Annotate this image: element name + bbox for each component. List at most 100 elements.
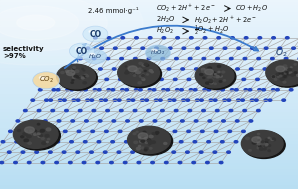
Circle shape [38, 89, 42, 91]
Circle shape [127, 99, 131, 101]
Circle shape [201, 71, 204, 73]
Circle shape [277, 76, 279, 77]
Circle shape [148, 89, 152, 91]
Circle shape [34, 133, 37, 135]
Circle shape [200, 74, 203, 76]
Circle shape [223, 99, 226, 101]
Circle shape [285, 74, 288, 75]
Circle shape [68, 72, 72, 74]
Circle shape [141, 139, 145, 141]
Circle shape [145, 45, 170, 61]
Circle shape [126, 70, 129, 73]
Circle shape [265, 143, 268, 145]
Circle shape [44, 120, 47, 122]
Circle shape [129, 127, 173, 155]
Circle shape [268, 99, 272, 101]
Circle shape [131, 151, 134, 153]
Circle shape [27, 135, 31, 138]
Circle shape [119, 78, 122, 81]
Circle shape [228, 130, 232, 132]
Bar [0, 82, 298, 85]
Circle shape [173, 130, 177, 132]
Circle shape [134, 70, 138, 73]
Circle shape [120, 57, 123, 60]
Circle shape [266, 60, 298, 86]
Circle shape [138, 133, 148, 139]
Circle shape [291, 68, 294, 70]
Circle shape [284, 57, 288, 60]
Circle shape [187, 78, 191, 81]
Circle shape [71, 82, 73, 83]
Circle shape [201, 78, 204, 81]
Circle shape [27, 161, 31, 164]
Circle shape [176, 89, 179, 91]
Circle shape [136, 71, 141, 73]
Circle shape [200, 99, 203, 101]
Bar [0, 60, 298, 63]
Circle shape [215, 74, 216, 75]
Circle shape [85, 68, 89, 70]
Bar [0, 16, 298, 19]
Bar [0, 104, 298, 107]
Circle shape [55, 161, 58, 164]
Circle shape [21, 151, 25, 153]
Circle shape [263, 68, 267, 70]
Circle shape [121, 37, 125, 39]
Circle shape [251, 47, 254, 49]
Circle shape [86, 47, 90, 49]
Circle shape [258, 89, 261, 91]
Circle shape [70, 69, 73, 71]
Circle shape [138, 141, 142, 143]
Circle shape [62, 151, 66, 153]
Circle shape [217, 37, 221, 39]
Circle shape [110, 161, 113, 164]
Circle shape [106, 109, 109, 112]
Circle shape [119, 61, 162, 88]
Circle shape [24, 109, 27, 112]
Circle shape [86, 75, 89, 77]
Circle shape [130, 72, 133, 74]
Circle shape [252, 137, 261, 143]
Circle shape [96, 161, 100, 164]
Bar [0, 88, 298, 91]
Circle shape [164, 161, 168, 164]
Ellipse shape [0, 0, 107, 51]
Circle shape [254, 99, 258, 101]
Circle shape [152, 141, 156, 143]
Circle shape [209, 76, 211, 78]
Circle shape [139, 89, 142, 91]
Circle shape [152, 133, 155, 135]
Circle shape [65, 72, 67, 73]
Circle shape [42, 142, 46, 145]
Circle shape [147, 141, 150, 144]
Bar [0, 47, 298, 50]
Circle shape [118, 130, 122, 132]
Circle shape [63, 99, 66, 101]
Circle shape [132, 78, 136, 81]
Circle shape [215, 109, 219, 112]
Circle shape [215, 78, 218, 81]
Circle shape [272, 138, 275, 140]
Circle shape [145, 151, 148, 153]
Text: $\frac{1}{2}O_2+H_2O$: $\frac{1}{2}O_2+H_2O$ [194, 24, 229, 38]
Circle shape [230, 89, 234, 91]
Circle shape [103, 151, 107, 153]
Circle shape [234, 141, 238, 143]
Bar [0, 98, 298, 101]
Circle shape [179, 141, 183, 143]
Circle shape [218, 71, 220, 73]
Circle shape [128, 66, 137, 72]
Circle shape [248, 89, 252, 91]
Circle shape [236, 68, 239, 70]
Circle shape [265, 144, 268, 146]
Circle shape [85, 120, 88, 122]
Circle shape [261, 143, 265, 145]
Circle shape [209, 99, 213, 101]
Circle shape [229, 109, 233, 112]
Circle shape [178, 161, 182, 164]
Circle shape [125, 72, 128, 74]
Circle shape [175, 57, 178, 60]
Text: CO: CO [89, 29, 101, 39]
Circle shape [176, 37, 179, 39]
Circle shape [208, 120, 212, 122]
